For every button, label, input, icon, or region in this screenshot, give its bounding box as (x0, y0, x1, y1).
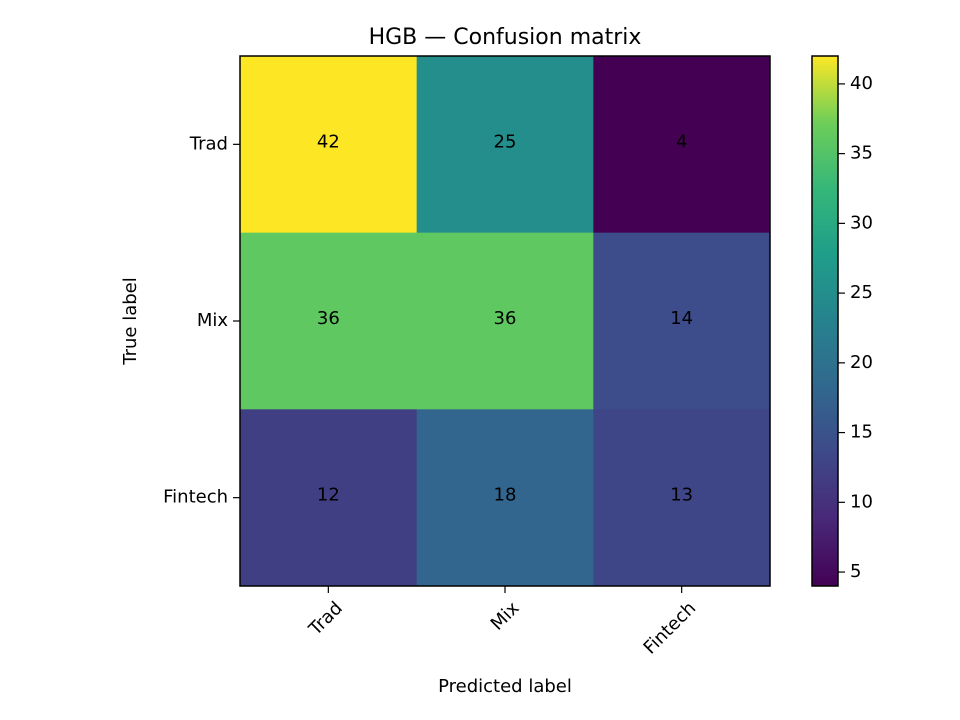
heatmap-cell (593, 56, 771, 234)
colorbar-tick-label: 5 (850, 561, 861, 582)
colorbar-tick-label: 20 (850, 352, 873, 373)
x-tick-label: Trad (304, 598, 347, 641)
chart-title: HGB — Confusion matrix (369, 25, 642, 50)
cell-value-label: 18 (494, 485, 517, 506)
x-tick-label: Fintech (640, 598, 701, 659)
y-tick-label: Trad (189, 133, 228, 154)
heatmap-plot: 42 25 4 36 36 14 12 18 13 (240, 56, 771, 587)
colorbar-tick-label: 40 (850, 73, 873, 94)
y-tick-label: Mix (197, 310, 229, 331)
cell-value-label: 42 (317, 131, 340, 152)
colorbar-tick-label: 35 (850, 143, 873, 164)
colorbar-tick-label: 10 (850, 491, 873, 512)
colorbar-tick-label: 15 (850, 422, 873, 443)
y-axis-title: True label (120, 277, 141, 366)
cell-value-label: 36 (317, 308, 340, 329)
cell-value-label: 14 (670, 308, 693, 329)
heatmap-cell (593, 409, 771, 587)
heatmap-cell (416, 56, 594, 234)
x-tick-label: Mix (487, 597, 524, 634)
heatmap-cell (416, 409, 594, 587)
cell-value-label: 4 (676, 131, 687, 152)
cell-value-label: 36 (494, 308, 517, 329)
x-axis: Trad Mix Fintech (304, 586, 700, 658)
heatmap-cell (240, 409, 418, 587)
y-axis: Trad Mix Fintech (163, 133, 240, 508)
colorbar-axis: 5 10 15 20 25 30 35 40 (838, 73, 873, 582)
x-axis-title: Predicted label (438, 676, 572, 697)
y-tick-label: Fintech (163, 487, 228, 508)
heatmap-cell (240, 56, 418, 234)
heatmap-cell (593, 232, 771, 410)
colorbar-tick-label: 30 (850, 212, 873, 233)
cell-value-label: 12 (317, 485, 340, 506)
heatmap-cell (240, 232, 418, 410)
cell-value-label: 13 (670, 485, 693, 506)
colorbar-tick-label: 25 (850, 282, 873, 303)
colorbar (811, 55, 839, 587)
heatmap-cell (416, 232, 594, 410)
cell-value-label: 25 (494, 131, 517, 152)
